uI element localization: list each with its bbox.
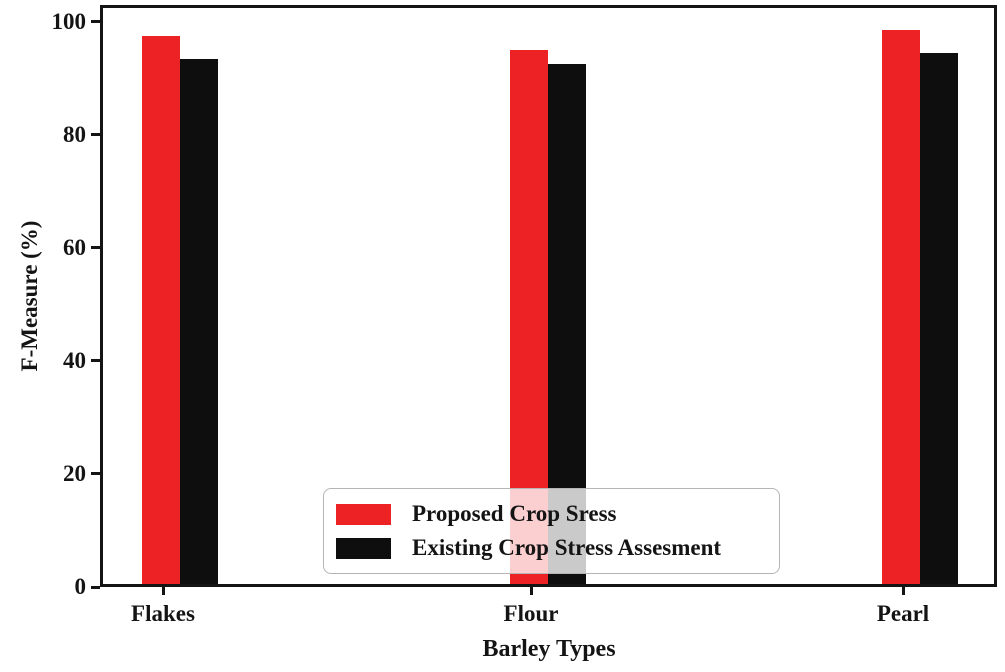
legend: Proposed Crop Sress Existing Crop Stress… <box>323 488 780 574</box>
right-spine <box>994 5 997 587</box>
y-tick-label: 20 <box>63 460 86 486</box>
y-tick-label: 0 <box>74 574 87 599</box>
y-tick-mark <box>91 585 100 589</box>
legend-swatch-proposed <box>336 503 391 525</box>
y-tick-label: 100 <box>51 8 87 34</box>
x-tick-label-flakes: Flakes <box>131 601 195 626</box>
legend-swatch-existing <box>336 537 391 559</box>
plot-area <box>100 5 997 587</box>
y-tick-mark <box>91 246 100 250</box>
x-tick-mark <box>901 587 905 595</box>
x-tick-label-flour: Flour <box>503 601 559 626</box>
x-axis-spine <box>100 584 997 587</box>
y-tick-mark <box>91 20 100 24</box>
top-spine <box>100 5 997 8</box>
y-tick-mark <box>91 133 100 137</box>
x-tick-mark <box>161 587 165 595</box>
y-tick-label: 40 <box>63 347 86 373</box>
y-tick-mark <box>91 359 100 363</box>
y-tick-mark <box>91 472 100 476</box>
y-tick-label: 60 <box>63 234 86 260</box>
bar-existing-crop-stress-assesment-flakes <box>180 58 218 587</box>
bar-proposed-crop-sress-pearl <box>882 30 920 587</box>
y-axis-spine <box>100 5 103 587</box>
legend-item-existing: Existing Crop Stress Assesment <box>336 532 767 564</box>
legend-label-proposed: Proposed Crop Sress <box>412 501 617 526</box>
y-tick-label: 80 <box>63 121 86 147</box>
bar-proposed-crop-sress-flakes <box>142 36 180 587</box>
x-tick-label-pearl: Pearl <box>876 601 930 626</box>
legend-item-proposed: Proposed Crop Sress <box>336 498 767 530</box>
x-tick-mark <box>529 587 533 595</box>
x-axis-title: Barley Types <box>482 636 616 662</box>
bar-existing-crop-stress-assesment-pearl <box>920 53 958 587</box>
legend-label-existing: Existing Crop Stress Assesment <box>412 535 722 560</box>
